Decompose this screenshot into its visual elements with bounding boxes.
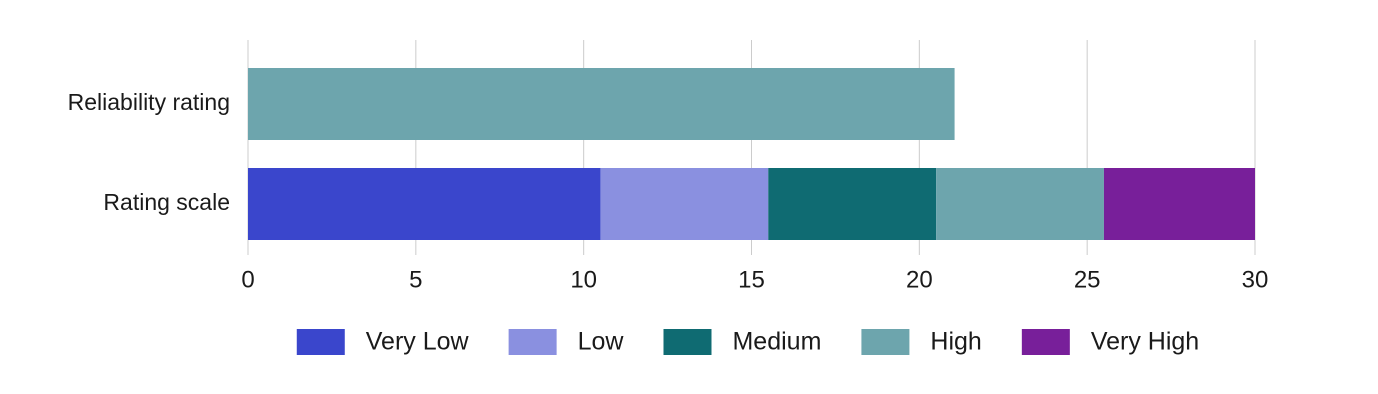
- x-tick-label: 25: [1074, 266, 1101, 293]
- x-tick-label: 30: [1242, 266, 1269, 293]
- x-tick-label: 20: [906, 266, 933, 293]
- legend-swatch: [1021, 329, 1070, 355]
- y-tick-label: Rating scale: [103, 189, 230, 215]
- x-tick-label: 0: [241, 266, 254, 293]
- legend-label: Low: [578, 328, 625, 356]
- x-tick-label: 5: [409, 266, 422, 293]
- legend-swatch: [861, 329, 910, 355]
- x-tick-label: 15: [738, 266, 765, 293]
- bar-segment: [248, 68, 955, 140]
- bar-segment: [1103, 168, 1255, 240]
- legend-swatch: [508, 329, 557, 355]
- legend-label: Very High: [1091, 328, 1199, 356]
- legend-label: Very Low: [366, 328, 470, 356]
- bar-segment: [768, 168, 937, 240]
- bar-segment: [600, 168, 769, 240]
- bar-segment: [248, 168, 601, 240]
- legend-label: High: [930, 328, 981, 356]
- x-tick-label: 10: [570, 266, 597, 293]
- bar-segment: [936, 168, 1104, 240]
- legend-label: Medium: [732, 328, 821, 356]
- legend-swatch: [296, 329, 345, 355]
- legend-swatch: [663, 329, 712, 355]
- y-tick-label: Reliability rating: [68, 89, 230, 115]
